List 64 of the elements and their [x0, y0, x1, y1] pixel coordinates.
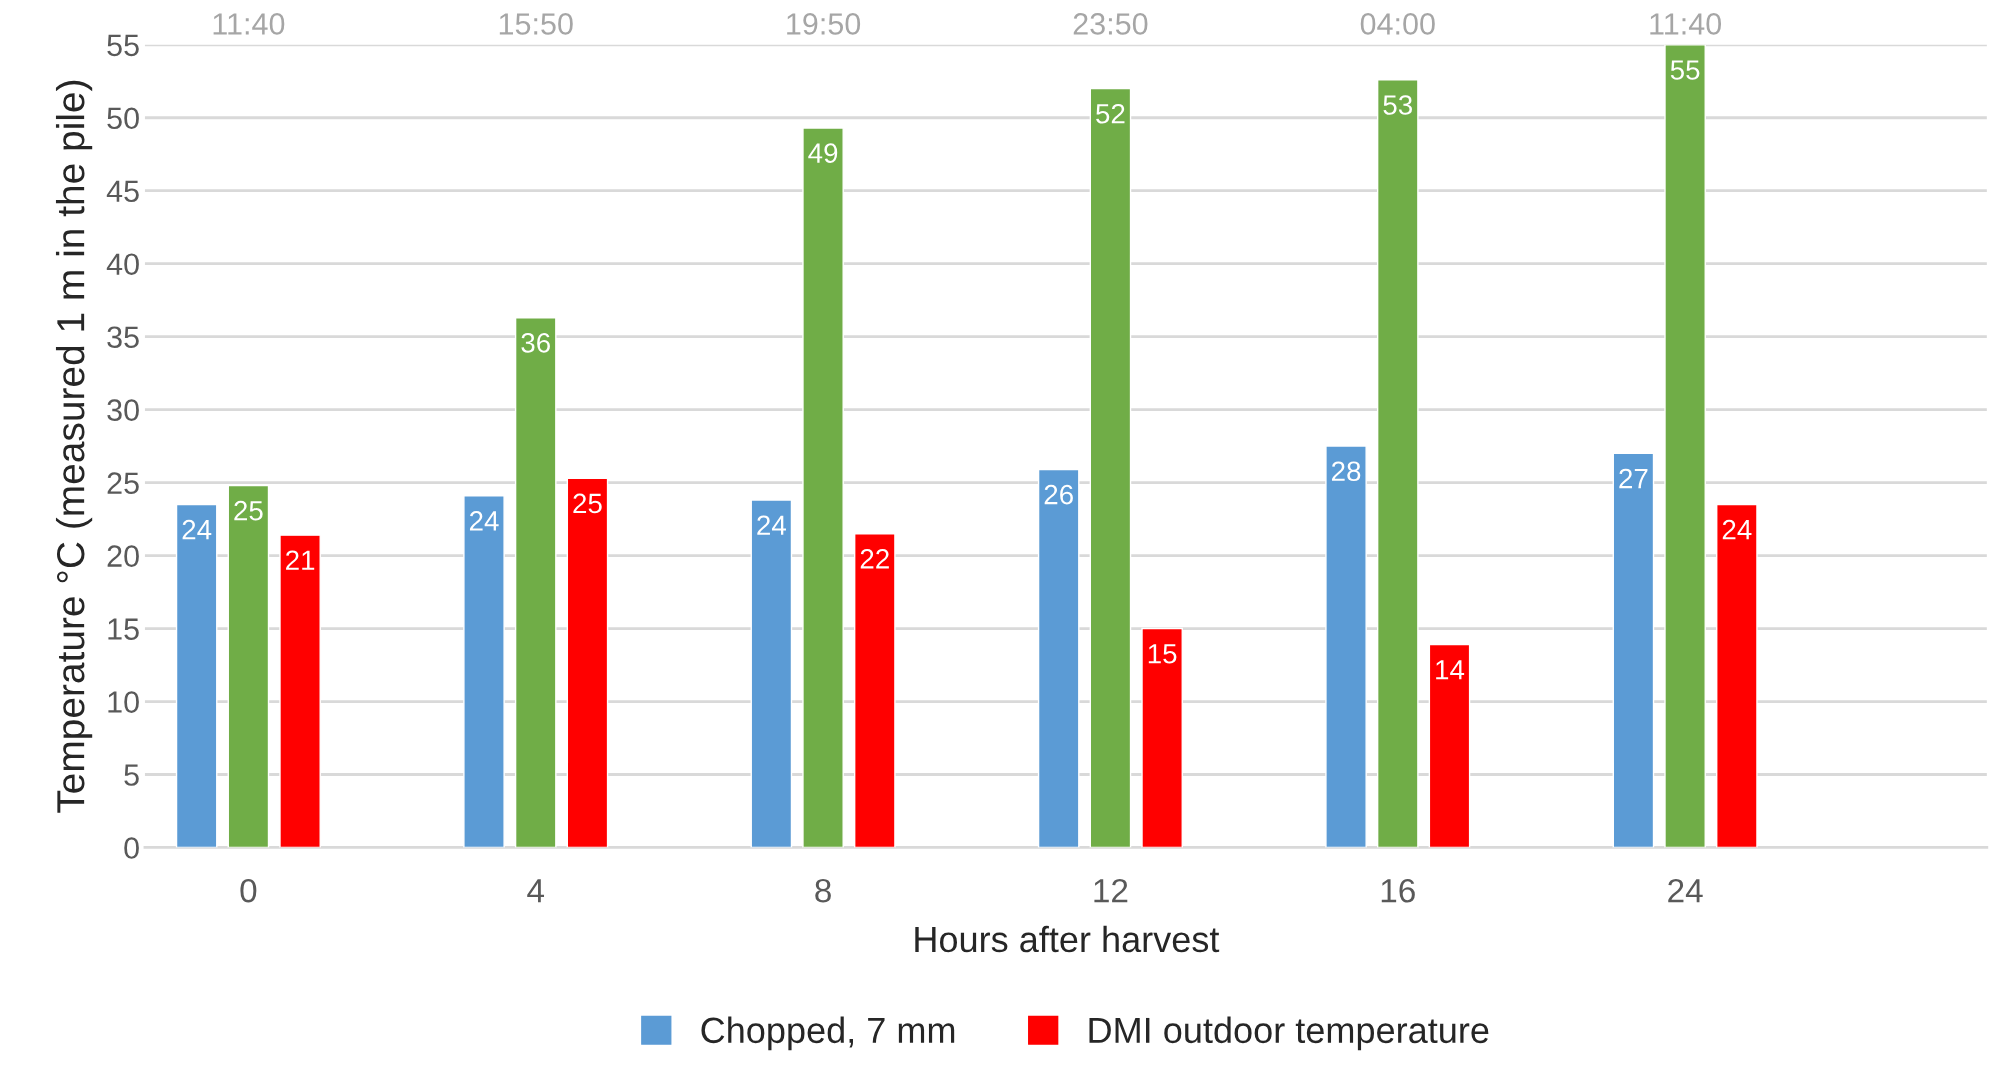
- bar: [227, 484, 270, 848]
- y-tick-label: 55: [107, 34, 139, 57]
- y-tick-label: 0: [124, 837, 139, 859]
- data-label: 24: [1722, 519, 1752, 540]
- x-axis-title: Hours after harvest: [915, 925, 1220, 953]
- data-label: 14: [1436, 660, 1465, 680]
- bar: [1376, 79, 1419, 848]
- legend-label: Chopped, 7 mm: [701, 1016, 955, 1051]
- bar: [1325, 445, 1367, 848]
- y-axis-title: Temperature °C (measured 1 m in the pile): [55, 80, 93, 813]
- text: 15:50: [499, 13, 573, 35]
- bar: [279, 534, 321, 848]
- y-tick-label: 40: [106, 253, 139, 276]
- x-tick-label: 12: [1094, 878, 1128, 903]
- bar: [175, 503, 218, 848]
- data-label: 55: [1670, 60, 1700, 80]
- data-label: 52: [1096, 103, 1125, 124]
- text: 11:40: [1650, 13, 1722, 35]
- bar: [853, 532, 896, 848]
- data-label: 15: [1148, 644, 1177, 664]
- bar: [1612, 452, 1655, 848]
- data-label: 28: [1332, 461, 1361, 482]
- data-label: 21: [286, 550, 315, 570]
- data-label: 24: [182, 519, 212, 540]
- y-tick-label: 30: [107, 399, 139, 422]
- legend-label: DMI outdoor temperature: [1089, 1016, 1489, 1051]
- y-tick-label: 10: [108, 691, 139, 713]
- data-label: 22: [860, 549, 889, 569]
- y-tick-label: 35: [107, 326, 139, 349]
- y-tick-label: 25: [107, 472, 139, 494]
- y-tick-label: 50: [107, 107, 139, 130]
- bar: [1089, 87, 1132, 848]
- bar: [1428, 643, 1471, 848]
- y-tick-label: 5: [124, 764, 139, 786]
- bar: [1716, 503, 1758, 848]
- x-tick-label: 16: [1381, 878, 1415, 903]
- data-label: 24: [757, 515, 786, 535]
- y-tick-label: 20: [107, 545, 139, 567]
- data-label: 36: [521, 333, 550, 353]
- text: 11:40: [213, 13, 285, 35]
- text: 04:00: [1360, 13, 1435, 35]
- bar: [1141, 627, 1183, 848]
- data-label: 25: [573, 493, 602, 514]
- bar: [802, 127, 844, 848]
- data-label: 26: [1044, 484, 1073, 505]
- data-label: 27: [1619, 468, 1648, 489]
- bar: [1664, 44, 1706, 848]
- bar: [514, 316, 557, 848]
- data-label: 49: [808, 143, 838, 163]
- x-tick-label: 4: [527, 879, 545, 903]
- x-tick-label: 8: [815, 878, 831, 903]
- y-tick-label: 15: [108, 618, 139, 640]
- x-tick-label: 24: [1668, 878, 1703, 903]
- bar: [750, 499, 793, 848]
- y-tick-label: 45: [106, 180, 139, 203]
- bar: [1037, 468, 1080, 848]
- text: 19:50: [787, 13, 861, 35]
- bar: [463, 495, 505, 848]
- data-label: 24: [469, 511, 499, 531]
- data-label: 25: [234, 500, 263, 521]
- text: 23:50: [1073, 13, 1148, 35]
- bar: [566, 477, 609, 848]
- data-label: 53: [1383, 95, 1412, 115]
- x-tick-label: 0: [240, 878, 257, 903]
